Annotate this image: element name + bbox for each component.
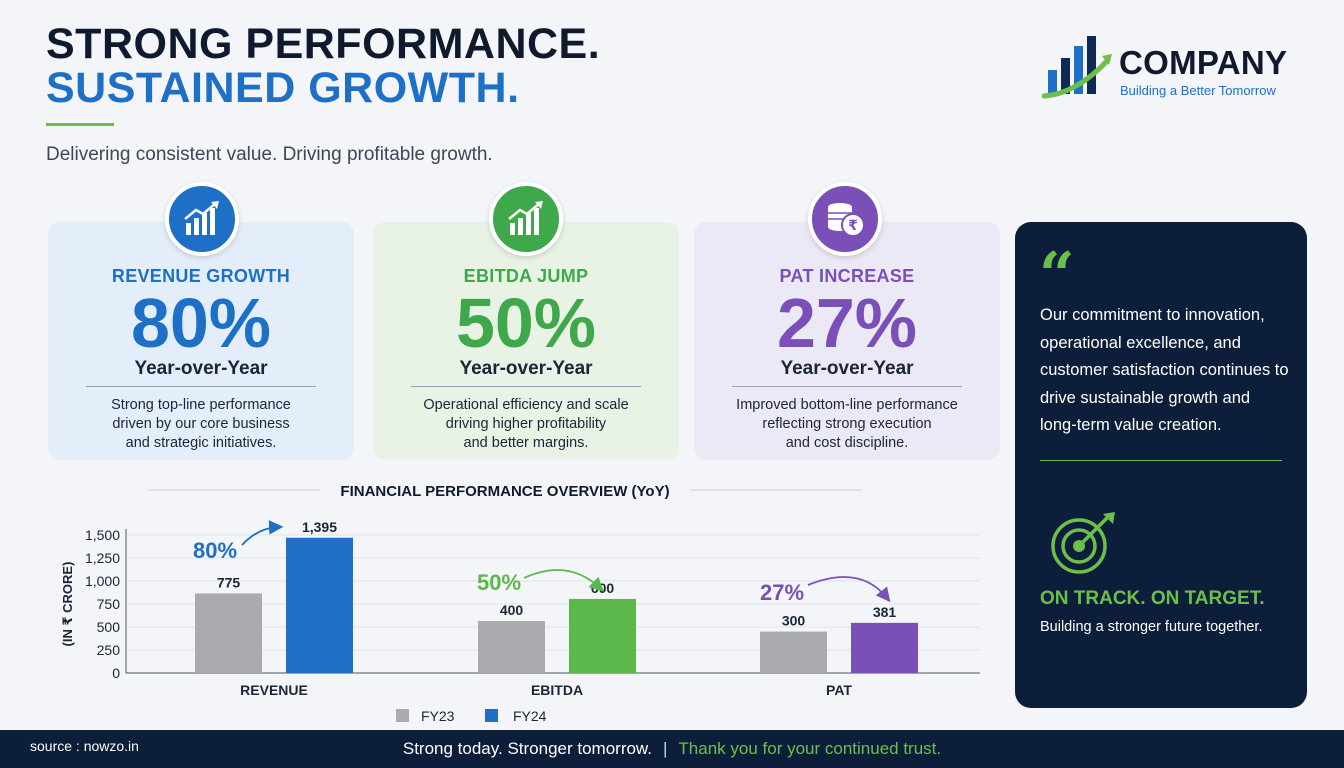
growth-label: 27% <box>760 580 804 605</box>
y-tick-label: 250 <box>97 642 121 658</box>
page-subtitle: Delivering consistent value. Driving pro… <box>46 144 493 165</box>
legend-swatch-fy24 <box>485 709 498 722</box>
kpi-label: PAT INCREASE <box>779 266 915 286</box>
kpi-label: REVENUE GROWTH <box>111 266 291 286</box>
bar-value-label: 300 <box>782 613 806 629</box>
source-text: source : nowzo.in <box>30 738 139 754</box>
bar-fy23 <box>195 593 262 673</box>
growth-arrow <box>241 520 284 546</box>
kpi-period: Year-over-Year <box>459 358 593 379</box>
target-arrow-icon <box>1051 512 1115 574</box>
chart-title: FINANCIAL PERFORMANCE OVERVIEW (YoY) <box>340 483 669 500</box>
y-tick-label: 1,250 <box>85 550 120 566</box>
kpi-value: 27% <box>776 284 918 362</box>
kpi-description: Operational efficiency and scale driving… <box>423 397 629 451</box>
kpi-period: Year-over-Year <box>780 358 914 379</box>
financial-bar-chart: FINANCIAL PERFORMANCE OVERVIEW (YoY) 0 250… <box>60 483 980 724</box>
y-tick-label: 1,000 <box>85 573 120 589</box>
kpi-card-pat: PAT INCREASE 27% Year-over-Year Improved… <box>694 222 1000 460</box>
quote-panel: “ Our commitment to innovation, operatio… <box>1015 222 1307 708</box>
tagline-separator: | <box>663 739 668 758</box>
kpi-card-revenue: REVENUE GROWTH 80% Year-over-Year Strong… <box>48 222 354 460</box>
bar-fy24 <box>569 598 636 673</box>
kpi-divider <box>86 386 316 387</box>
quote-divider <box>1040 460 1282 461</box>
quote-text: Our commitment to innovation, operationa… <box>1040 306 1289 434</box>
kpi-value: 50% <box>455 284 597 362</box>
growth-chart-icon <box>165 182 239 256</box>
legend-label-fy23: FY23 <box>421 708 455 724</box>
bar-fy24 <box>851 622 918 673</box>
y-tick-label: 500 <box>97 619 121 635</box>
growth-chart-icon <box>489 182 563 256</box>
kpi-label: EBITDA JUMP <box>463 266 589 286</box>
y-tick-label: 750 <box>97 596 121 612</box>
y-tick-label: 0 <box>112 665 120 681</box>
kpi-divider <box>411 386 641 387</box>
growth-arrow <box>807 576 891 603</box>
growth-arrow <box>523 569 604 592</box>
bar-value-label: 1,395 <box>302 519 337 535</box>
footer-bar: source : nowzo.in Strong today. Stronger… <box>0 730 1344 768</box>
bar-fy23 <box>760 631 827 673</box>
x-tick-label: EBITDA <box>531 682 583 698</box>
growth-label: 80% <box>193 538 237 563</box>
quote-mark-icon: “ <box>1039 238 1075 311</box>
y-axis-label: (IN ₹ CRORE) <box>60 562 75 647</box>
bar-value-label: 381 <box>873 604 897 620</box>
bar-chart-swoosh-icon <box>1042 36 1112 99</box>
kpi-value: 80% <box>130 284 272 362</box>
kpi-card-ebitda: EBITDA JUMP 50% Year-over-Year Operation… <box>373 222 679 460</box>
title-line-2: SUSTAINED GROWTH. <box>46 64 520 112</box>
kpi-description: Improved bottom-line performance reflect… <box>736 397 958 451</box>
page-title: STRONG PERFORMANCE. SUSTAINED GROWTH. <box>46 22 600 110</box>
track-headline: ON TRACK. ON TARGET. <box>1040 588 1265 609</box>
bar-fy23 <box>478 621 545 673</box>
tagline-text: Strong today. Stronger tomorrow. <box>402 739 652 758</box>
company-tagline: Building a Better Tomorrow <box>1120 83 1276 98</box>
svg-text:₹: ₹ <box>848 218 858 234</box>
kpi-divider <box>732 386 962 387</box>
kpi-period: Year-over-Year <box>134 358 268 379</box>
bar-fy24 <box>286 537 353 673</box>
legend-label-fy24: FY24 <box>513 708 547 724</box>
company-logo: COMPANY Building a Better Tomorrow <box>1042 34 1312 104</box>
footer-tagline: Strong today. Stronger tomorrow. | Thank y… <box>0 739 1344 759</box>
track-subline: Building a stronger future together. <box>1040 619 1263 635</box>
x-tick-label: REVENUE <box>240 682 308 698</box>
x-tick-label: PAT <box>826 682 852 698</box>
legend-swatch-fy23 <box>396 709 409 722</box>
bar-value-label: 400 <box>500 602 524 618</box>
kpi-description: Strong top-line performance driven by ou… <box>111 397 291 451</box>
company-name: COMPANY <box>1119 44 1288 81</box>
growth-label: 50% <box>477 570 521 595</box>
y-tick-label: 1,500 <box>85 527 120 543</box>
thanks-text: Thank you for your continued trust. <box>678 739 942 758</box>
title-underline <box>46 123 114 126</box>
bar-value-label: 775 <box>217 574 241 590</box>
rupee-coins-icon: ₹ <box>808 182 882 256</box>
title-line-1: STRONG PERFORMANCE. <box>46 20 601 68</box>
